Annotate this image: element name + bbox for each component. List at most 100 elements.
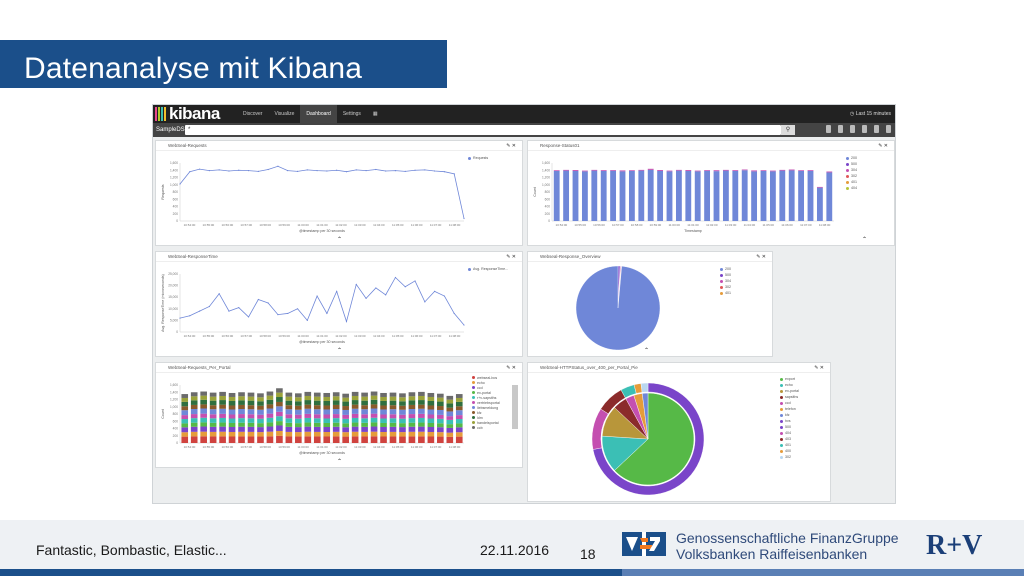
panel-edit-close-icons[interactable]: ✎ ✕ [814,365,824,371]
legend-label: telefon [785,407,796,411]
stacked-bar-segment [247,418,255,423]
legend-item[interactable]: kfz [472,410,500,415]
legend-dot-icon [472,426,475,429]
nav-discover[interactable]: Discover [243,111,263,117]
legend-item[interactable]: 500 [846,161,857,167]
y-tick-label: 200 [173,434,179,438]
legend-dot-icon [846,168,849,172]
legend-item[interactable]: 302 [720,284,731,290]
legend-item[interactable]: 304 [846,167,857,173]
y-tick-label: 0 [548,219,550,223]
legend-item[interactable]: ex-portal [780,388,799,394]
legend-item[interactable]: 200 [846,155,857,161]
stacked-bar-segment [437,423,444,428]
legend-item[interactable]: hvs [780,418,799,424]
panel-edit-close-icons[interactable]: ✎ ✕ [506,365,516,371]
stacked-bar-segment [181,397,189,402]
nav-dashboard[interactable]: Dashboard [300,105,337,123]
bottom-strip [0,569,1024,576]
legend-item[interactable]: ex-portal [472,390,500,395]
stacked-bar-segment [285,414,293,419]
legend-item[interactable]: kfz [780,412,799,418]
legend-item[interactable]: vertriebsportal [472,400,500,405]
response-status-bar-chart: 1,600 1,400 1,200 1,000 800 600 400 200 0 10:54:0… [533,161,834,233]
legend-item[interactable]: ldm [472,415,500,420]
bar [760,170,767,221]
response-overview-pie-chart [575,265,661,351]
legend-item[interactable]: 401 [720,290,731,296]
legend-scrollbar[interactable] [512,385,518,429]
time-picker[interactable]: ◷ Last 15 minutes [850,105,891,123]
save-dashboard-icon[interactable] [838,125,843,133]
share-icon[interactable] [862,125,867,133]
legend-item[interactable]: telefon [780,406,799,412]
legend-item[interactable]: webseal-bos [472,375,500,380]
stacked-bar-segment [342,406,349,410]
stacked-bar-segment [181,423,189,428]
chevron-up-icon[interactable]: ⌃ [337,237,343,243]
legend-item[interactable]: Requests [468,155,488,161]
settings-gear-icon[interactable] [886,125,891,133]
legend-dot-icon [780,395,783,399]
stacked-bar-segment [181,436,189,443]
new-dashboard-icon[interactable] [826,125,831,133]
legend-item[interactable]: 302 [780,454,799,460]
panel-edit-close-icons[interactable]: ✎ ✕ [506,143,516,149]
legend-item[interactable]: 401 [846,179,857,185]
legend-item[interactable]: ccd [780,400,799,406]
legend-item[interactable]: liebsmeldung [472,405,500,410]
legend-item[interactable]: Avg. ResponseTime... [468,266,508,272]
bar [826,172,833,221]
legend-item[interactable]: 500 [780,424,799,430]
legend-item[interactable]: 401 [780,442,799,448]
panel-edit-close-icons[interactable]: ✎ ✕ [878,143,888,149]
chevron-up-icon[interactable]: ⌃ [337,348,343,354]
legend-item[interactable]: ccd [472,385,500,390]
legend-label: echo [785,383,793,387]
legend-item[interactable]: sapsiths [780,394,799,400]
panel-edit-close-icons[interactable]: ✎ ✕ [756,254,766,260]
data-point [355,169,357,171]
stacked-bar-segment [209,436,217,443]
add-visualization-icon[interactable] [874,125,879,133]
legend-item[interactable]: echo [472,380,500,385]
legend-item[interactable]: ccb [472,425,500,430]
x-tick-label: 11:01:00 [316,445,328,449]
legend-item[interactable]: 200 [720,266,731,272]
stacked-bar-segment [266,436,274,443]
legend-item[interactable]: 404 [780,430,799,436]
bar [704,170,711,171]
search-button[interactable]: ⚲ [781,125,795,135]
legend-item[interactable]: r+v-sapsiths [472,395,500,400]
bar [600,170,607,221]
stacked-bar-segment [427,426,435,432]
legend-item[interactable]: 404 [846,185,857,191]
legend-item[interactable]: 500 [720,272,731,278]
stacked-bar-segment [408,396,416,401]
search-input[interactable]: * [185,125,781,135]
chevron-up-icon[interactable]: ⌃ [644,348,650,354]
load-dashboard-icon[interactable] [850,125,855,133]
chevron-up-icon[interactable]: ⌃ [337,459,343,465]
chevron-up-icon[interactable]: ⌃ [862,237,868,243]
data-point [404,170,406,172]
bar [591,169,598,171]
legend-item[interactable]: 304 [720,278,731,284]
stacked-bar-segment [389,400,397,406]
legend-item[interactable]: 302 [846,173,857,179]
data-point [287,312,289,315]
panel-edit-close-icons[interactable]: ✎ ✕ [506,254,516,260]
nav-visualize[interactable]: Visualize [274,111,295,117]
legend-item[interactable]: 400 [780,448,799,454]
stacked-bar-segment [332,431,340,437]
nav-grid-icon[interactable]: ▦ [372,111,378,117]
legend-item[interactable]: export [780,376,799,382]
nav-settings[interactable]: Settings [342,111,361,117]
legend-item[interactable]: echo [780,382,799,388]
x-tick-label: 11:05:00 [392,445,404,449]
stacked-bar-segment [389,409,397,415]
legend-item[interactable]: handelsportal [472,420,500,425]
stacked-bar-segment [351,391,359,396]
legend-dot-icon [472,381,475,384]
legend-item[interactable]: 403 [780,436,799,442]
